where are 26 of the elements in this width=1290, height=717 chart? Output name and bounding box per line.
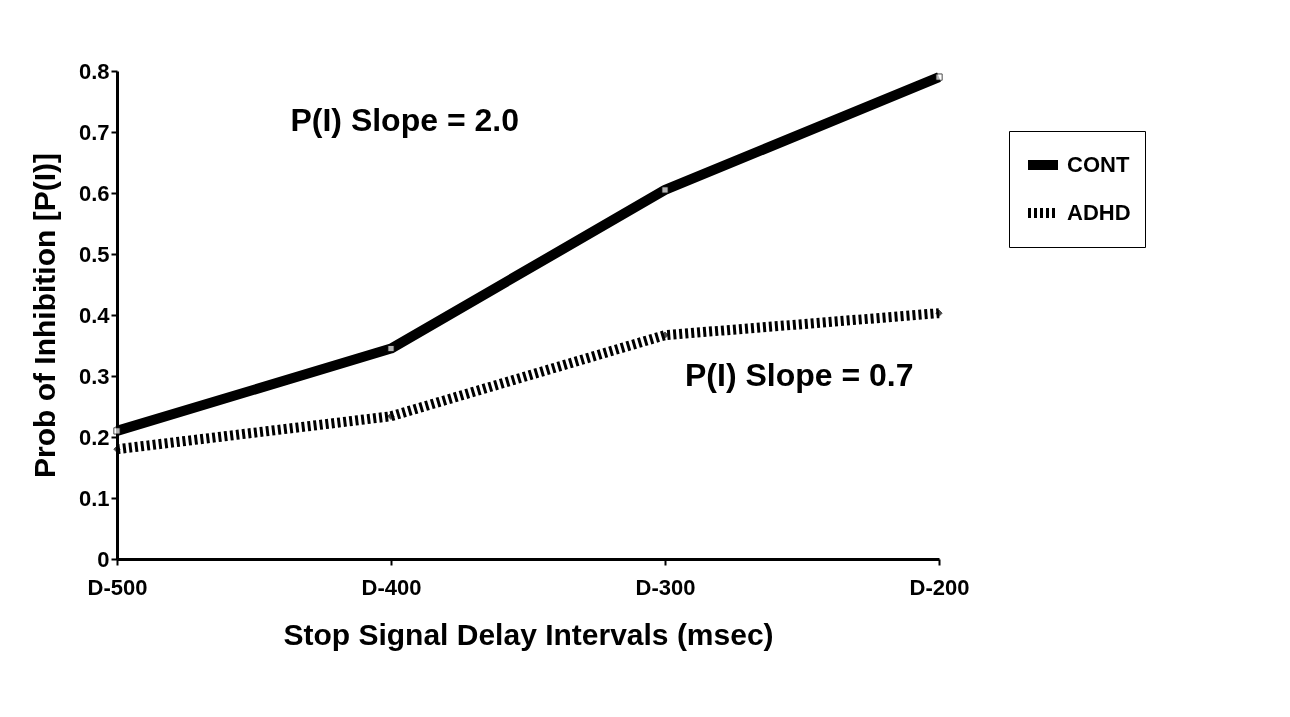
x-tick-label: D-400 xyxy=(361,574,422,600)
y-tick-label: 0.4 xyxy=(78,302,111,328)
x-tick-label: D-300 xyxy=(635,574,696,600)
point xyxy=(935,73,943,81)
y-tick-label: 0.7 xyxy=(78,119,110,145)
annotation: P(I) Slope = 2.0 xyxy=(290,102,519,138)
x-tick-label: D-200 xyxy=(909,574,970,600)
y-tick-label: 0.1 xyxy=(78,485,110,511)
y-tick-label: 0.2 xyxy=(78,424,110,450)
y-tick-label: 0.6 xyxy=(78,180,110,206)
y-tick-label: 0 xyxy=(97,546,110,572)
y-tick-label: 0.3 xyxy=(78,363,110,389)
point xyxy=(113,427,121,435)
point xyxy=(387,344,395,353)
x-axis-title: Stop Signal Delay Intervals (msec) xyxy=(283,617,774,651)
y-tick-label: 0.5 xyxy=(78,241,110,267)
point xyxy=(387,412,395,420)
point xyxy=(661,186,669,194)
point xyxy=(661,331,669,339)
legend-label: CONT xyxy=(1067,152,1130,177)
x-tick-label: D-500 xyxy=(87,574,148,600)
annotation: P(I) Slope = 0.7 xyxy=(685,357,914,393)
y-tick-label: 0.8 xyxy=(78,58,110,84)
point xyxy=(935,309,943,317)
y-axis-title: Prob of Inhibition [P(I)] xyxy=(27,153,61,478)
legend-label: ADHD xyxy=(1067,200,1131,225)
